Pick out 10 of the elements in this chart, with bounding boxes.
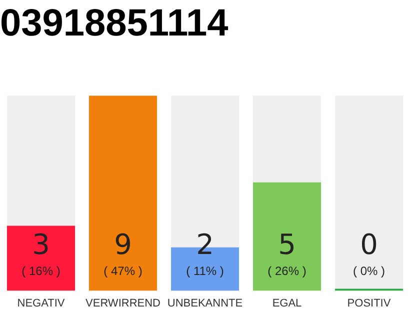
data-label: 3 ( 16% ) — [22, 228, 60, 278]
data-label: 0 ( 0% ) — [352, 228, 386, 278]
x-tick-label: EGAL — [272, 297, 302, 310]
x-tick-label: VERWIRREND — [86, 297, 161, 310]
chart-title: 03918851114 — [0, 2, 228, 44]
x-tick-label: NEGATIV — [17, 297, 66, 310]
data-label: 5 ( 26% ) — [268, 228, 306, 278]
data-label: 9 ( 47% ) — [104, 228, 142, 278]
x-tick-label: UNBEKANNTE — [167, 297, 243, 310]
x-tick-label: POSITIV — [347, 297, 392, 310]
